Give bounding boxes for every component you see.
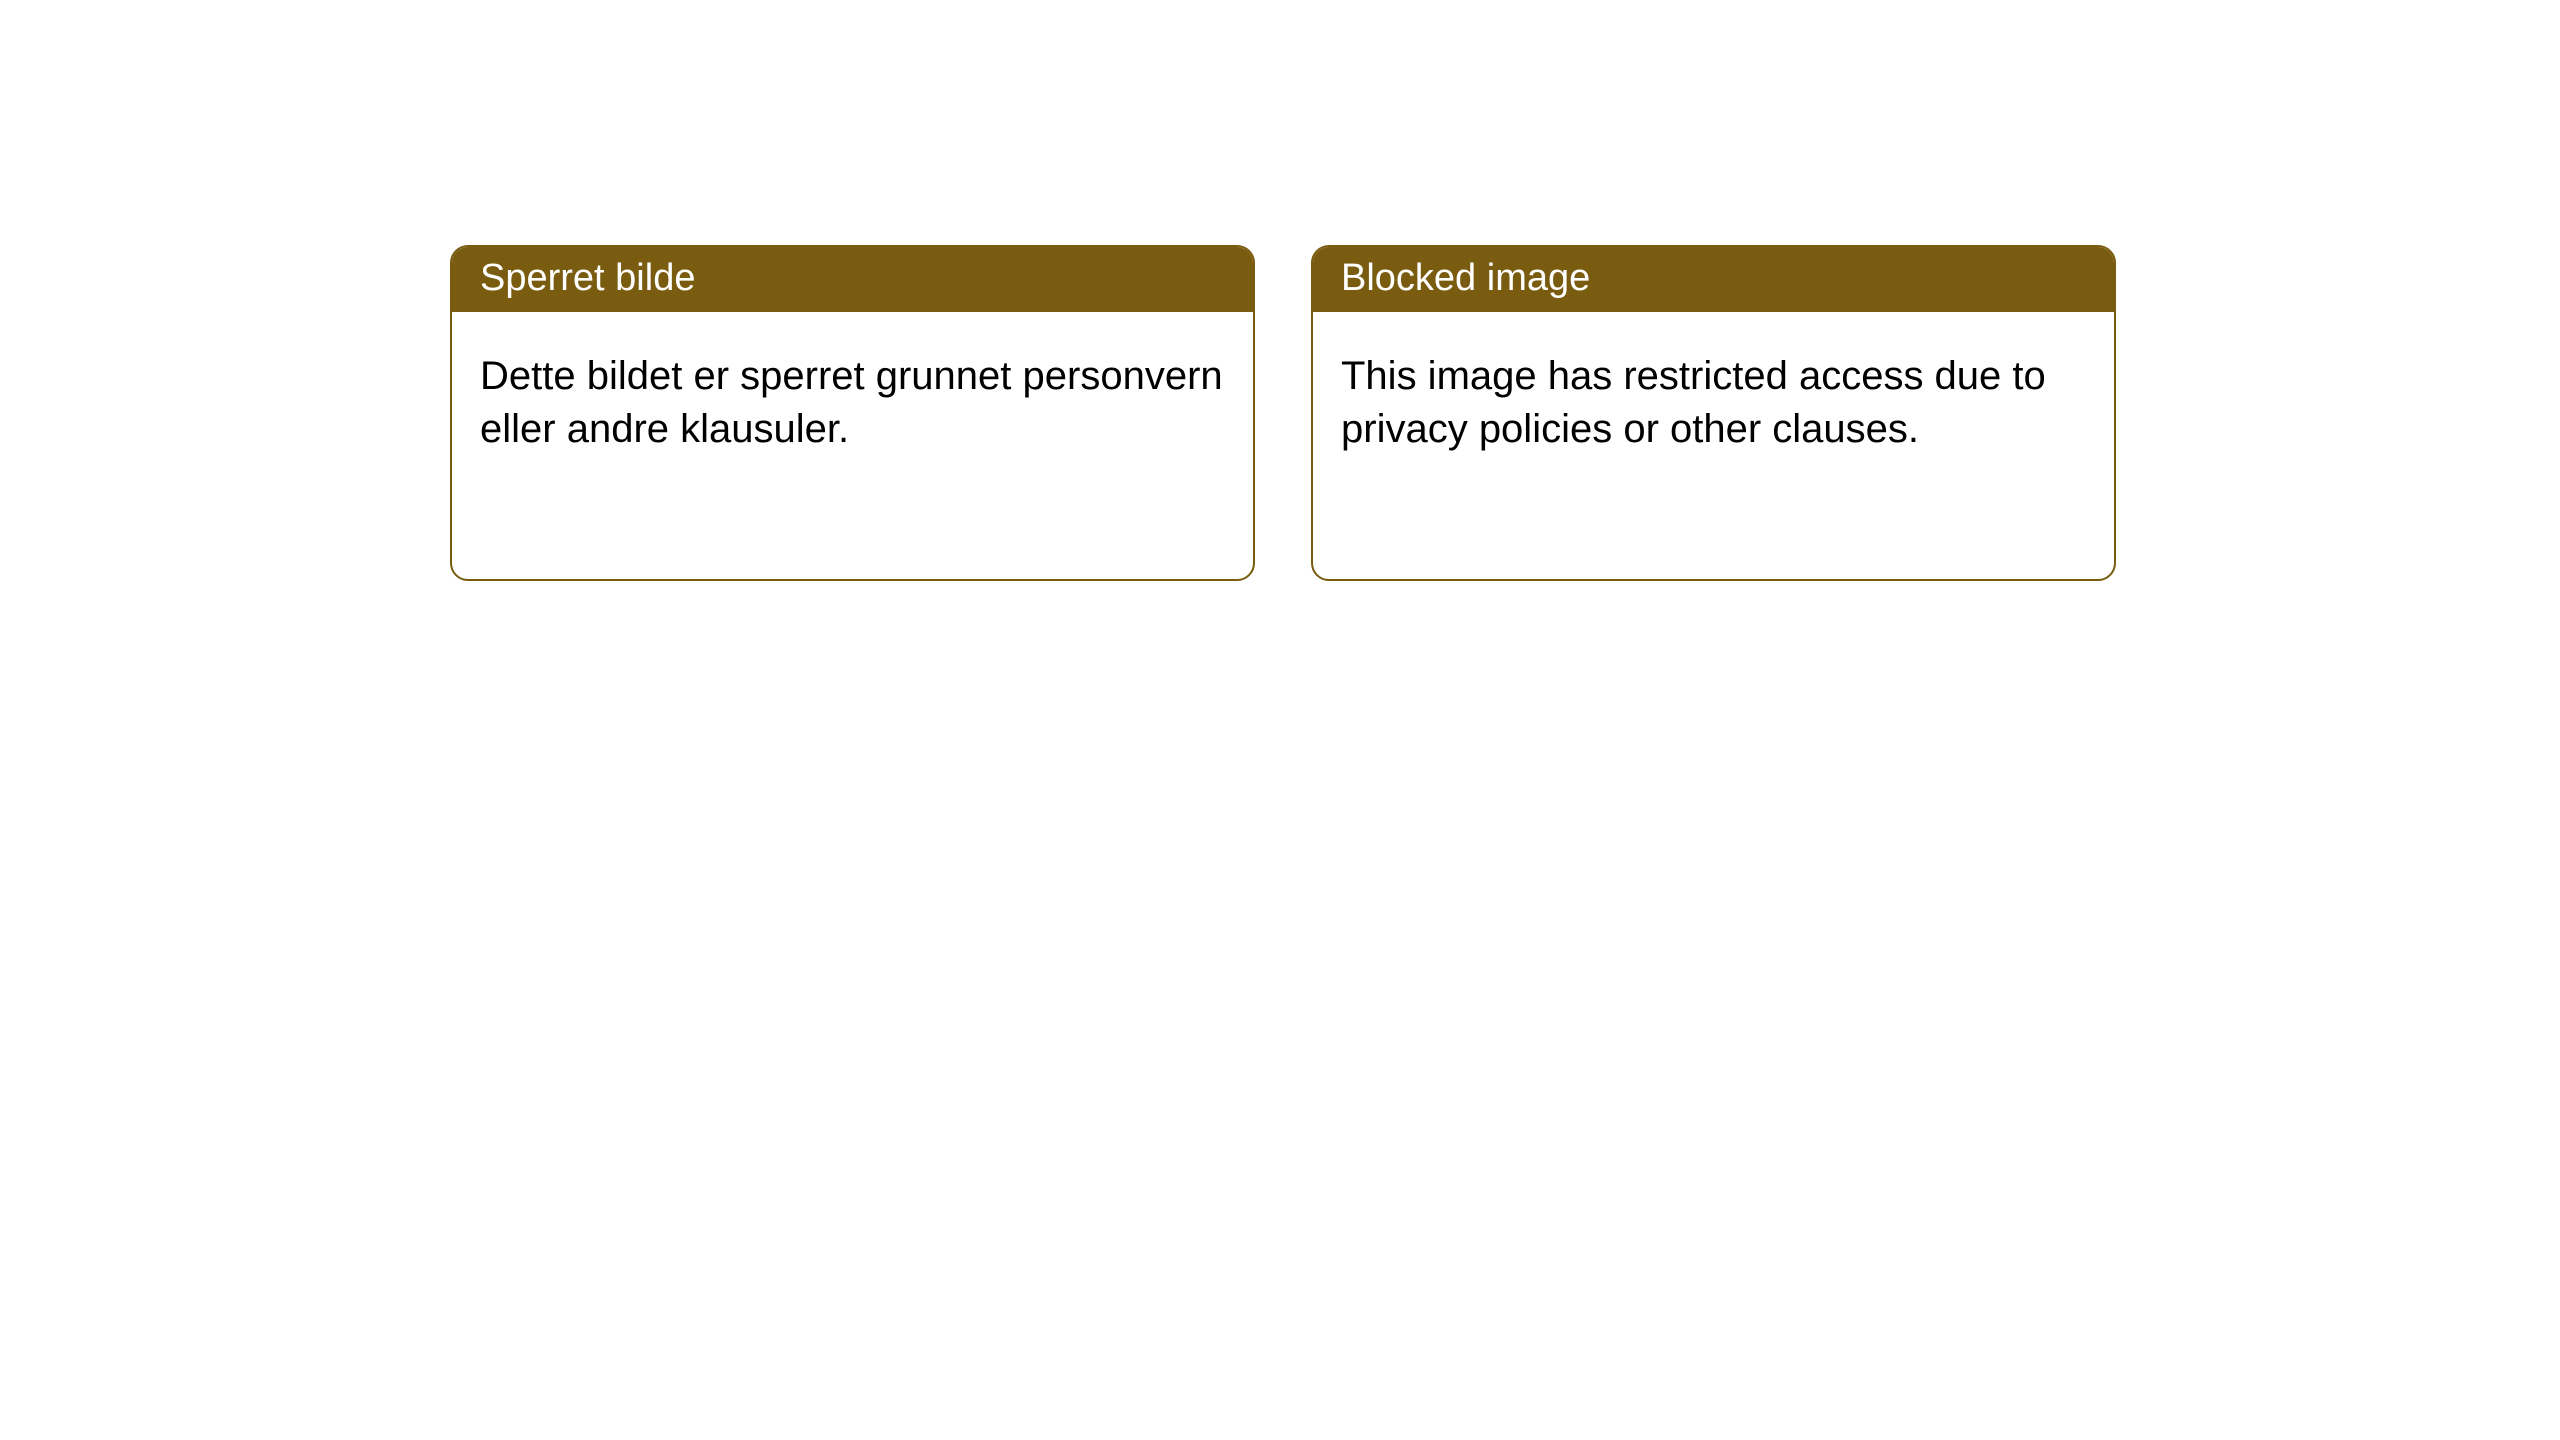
notice-card-norwegian: Sperret bilde Dette bildet er sperret gr…	[450, 245, 1255, 581]
notice-card-body: Dette bildet er sperret grunnet personve…	[452, 312, 1253, 484]
notice-card-title: Blocked image	[1313, 247, 2114, 312]
notice-container: Sperret bilde Dette bildet er sperret gr…	[0, 0, 2560, 581]
notice-card-english: Blocked image This image has restricted …	[1311, 245, 2116, 581]
notice-card-body: This image has restricted access due to …	[1313, 312, 2114, 484]
notice-card-title: Sperret bilde	[452, 247, 1253, 312]
